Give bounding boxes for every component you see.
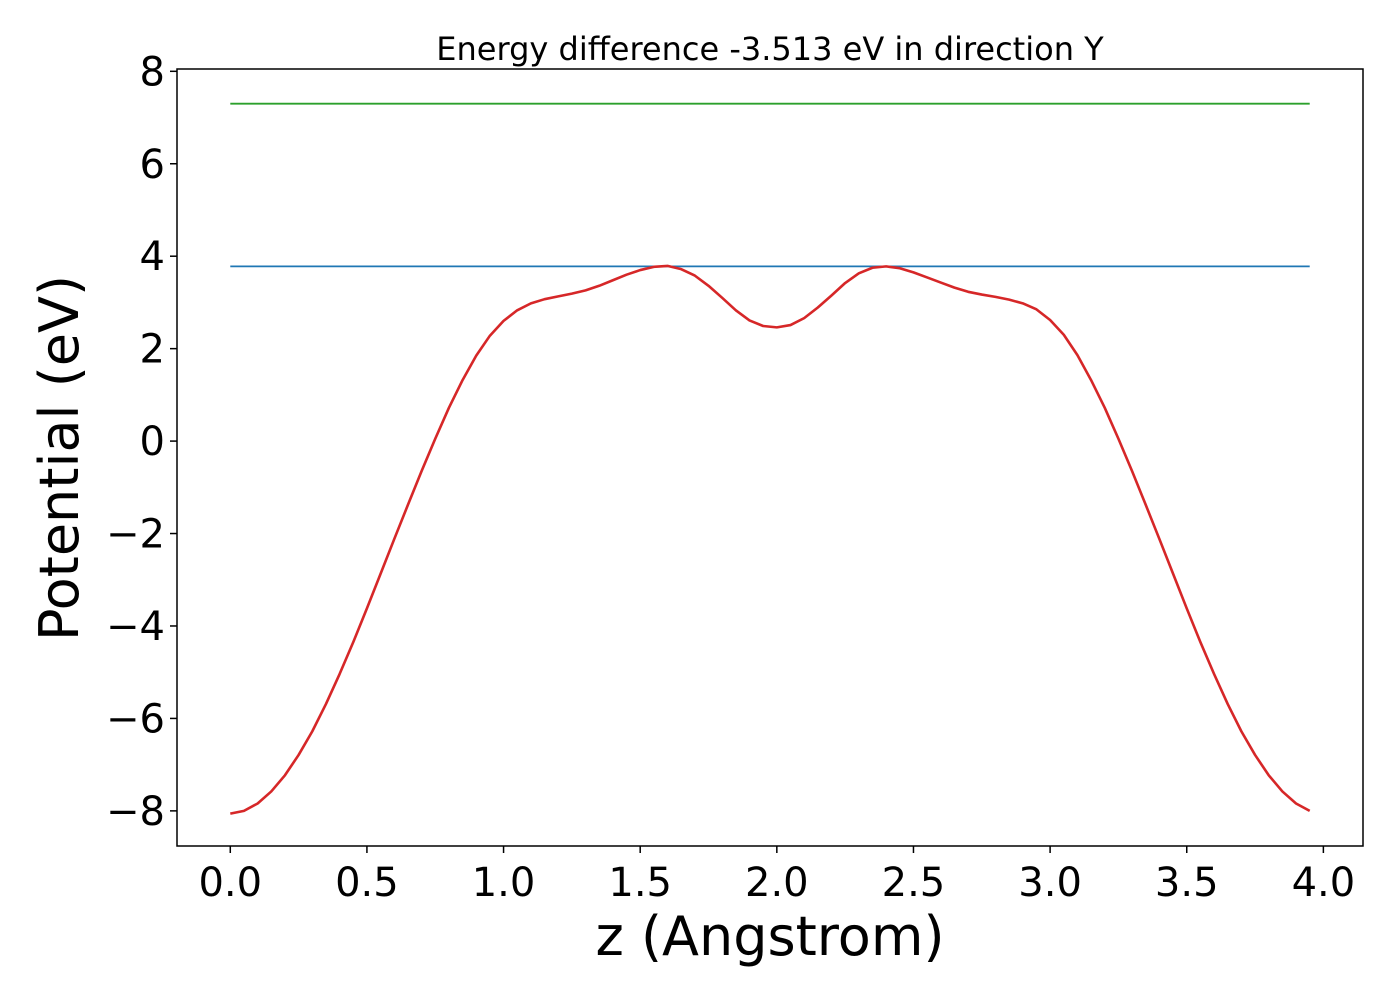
y-tick-label: 8 bbox=[140, 49, 165, 95]
x-tick-label: 3.0 bbox=[1018, 860, 1082, 906]
chart-title: Energy difference -3.513 eV in direction… bbox=[436, 30, 1104, 68]
x-axis-ticks: 0.0 0.5 1.0 1.5 2.0 2.5 3.0 3.5 4.0 bbox=[198, 846, 1355, 906]
x-tick-label: 3.5 bbox=[1155, 860, 1219, 906]
x-tick-label: 4.0 bbox=[1292, 860, 1356, 906]
x-tick-label: 2.0 bbox=[745, 860, 809, 906]
y-axis-label: Potential (eV) bbox=[28, 275, 91, 641]
x-axis-label: z (Angstrom) bbox=[595, 905, 944, 968]
x-tick-label: 0.5 bbox=[335, 860, 399, 906]
y-tick-label: 4 bbox=[140, 234, 165, 280]
y-tick-label: −4 bbox=[106, 604, 165, 650]
y-axis-ticks: −8 −6 −4 −2 0 2 4 6 8 bbox=[106, 49, 177, 835]
y-tick-label: −6 bbox=[106, 696, 165, 742]
x-tick-label: 1.5 bbox=[608, 860, 672, 906]
y-tick-label: 0 bbox=[140, 419, 165, 465]
x-tick-label: 1.0 bbox=[472, 860, 536, 906]
y-tick-label: 6 bbox=[140, 142, 165, 188]
y-tick-label: 2 bbox=[140, 327, 165, 373]
y-tick-label: −8 bbox=[106, 789, 165, 835]
series-layer bbox=[230, 102, 1311, 815]
x-tick-label: 2.5 bbox=[882, 860, 946, 906]
y-tick-label: −2 bbox=[106, 512, 165, 558]
x-tick-label: 0.0 bbox=[198, 860, 262, 906]
series-line-3 bbox=[230, 264, 1311, 815]
plot-frame bbox=[176, 68, 1364, 847]
